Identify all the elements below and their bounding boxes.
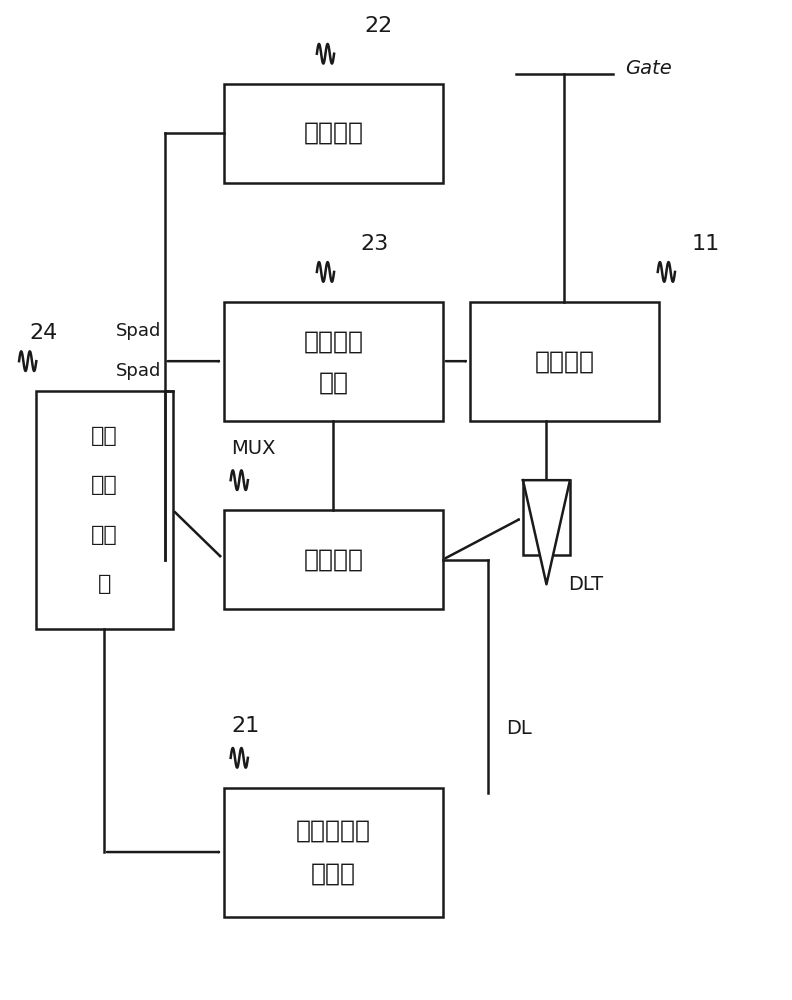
Text: Gate: Gate [625, 59, 672, 78]
Bar [223, 302, 443, 421]
Text: 21: 21 [231, 716, 260, 736]
Text: 数据电压提: 数据电压提 [295, 818, 371, 842]
Polygon shape [523, 480, 570, 584]
Bar [223, 788, 443, 916]
Text: 电位控制: 电位控制 [303, 329, 364, 353]
Bar [36, 391, 173, 629]
Bar [223, 84, 443, 183]
Text: MUX: MUX [231, 439, 276, 458]
Text: 23: 23 [360, 234, 389, 254]
Text: 线控: 线控 [91, 475, 117, 495]
Text: 数据开关: 数据开关 [303, 548, 364, 572]
Text: Spad: Spad [116, 362, 161, 380]
Text: 单元: 单元 [318, 371, 348, 395]
Text: DL: DL [506, 719, 531, 738]
Text: 判断单元: 判断单元 [303, 121, 364, 145]
Text: DLT: DLT [569, 575, 604, 594]
Bar [470, 302, 658, 421]
Text: Spad: Spad [116, 322, 161, 340]
Bar [523, 480, 570, 555]
Text: 22: 22 [364, 16, 393, 36]
Text: 11: 11 [691, 234, 720, 254]
Text: 供单元: 供单元 [310, 862, 356, 886]
Text: 制单: 制单 [91, 525, 117, 545]
Text: 数据: 数据 [91, 426, 117, 446]
Bar [223, 510, 443, 609]
Text: 元: 元 [97, 574, 111, 594]
Text: 放电单元: 放电单元 [535, 349, 595, 373]
Text: 24: 24 [29, 323, 58, 343]
